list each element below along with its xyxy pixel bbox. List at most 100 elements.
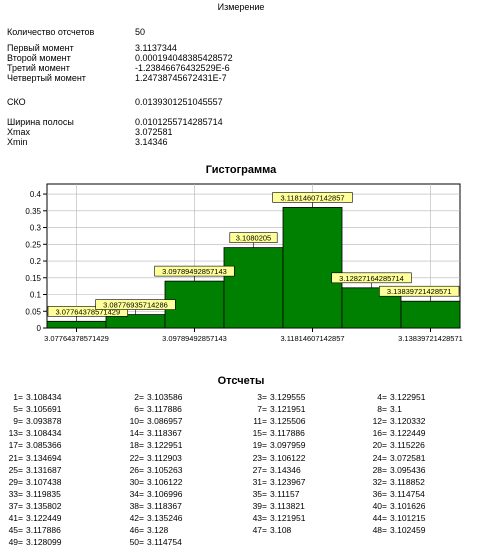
sample-value: 3.114754 [390, 488, 425, 499]
sample-index: 10= [129, 416, 144, 427]
sample-value: 3.123967 [270, 476, 306, 487]
sample-item: 17= 3.085366 [5, 440, 62, 450]
sample-index: 16= [372, 428, 387, 439]
sample-item: 46= 3.128 [126, 525, 169, 536]
sample-index: 29= [8, 476, 23, 487]
sample-item: 37= 3.135802 [5, 500, 62, 511]
stat-label: Xmin [7, 137, 28, 147]
y-tick-label: 0.3 [30, 224, 42, 233]
sample-value: 3.072581 [390, 452, 426, 463]
sample-item: 26= 3.105263 [126, 465, 183, 475]
sample-item: 12= 3.120332 [369, 416, 426, 427]
sample-item: 23= 3.106122 [249, 453, 306, 463]
sample-index: 28= [372, 464, 387, 475]
sample-item: 32= 3.118852 [369, 477, 425, 487]
sample-item: 42= 3.135246 [126, 513, 183, 523]
sample-value: 3.129555 [270, 392, 306, 402]
sample-value: 3.101215 [390, 513, 426, 523]
stat-label: Третий момент [7, 63, 70, 73]
sample-value: 3.107438 [26, 476, 62, 487]
sample-item: 10= 3.086957 [126, 416, 183, 427]
bar-label-box [379, 285, 460, 297]
y-tick-label: 0.35 [25, 207, 41, 216]
sample-value: 3.131687 [26, 464, 62, 475]
sample-item: 47= 3.108 [249, 525, 292, 536]
sample-value: 3.11157 [270, 488, 300, 499]
stat-third-moment: Третий момент -1.23846676432529E-6 [7, 63, 327, 73]
sample-value: 3.118852 [390, 476, 425, 487]
bar-label-box [47, 306, 128, 317]
sample-item: 34= 3.106996 [126, 488, 183, 499]
sample-value: 3.106122 [147, 476, 183, 487]
sample-value: 3.128099 [26, 537, 62, 548]
sample-value: 3.101626 [390, 500, 426, 511]
sample-value: 3.14346 [270, 464, 301, 475]
stat-label: Четвертый момент [7, 73, 86, 83]
sample-value: 3.128 [147, 525, 169, 536]
samples-title: Отсчеты [217, 375, 265, 387]
sample-value: 3.122449 [390, 428, 426, 439]
sample-item: 28= 3.095436 [369, 464, 426, 475]
sample-index: 31= [252, 476, 267, 487]
sample-item: 22= 3.112903 [126, 453, 182, 463]
sample-value: 3.120332 [390, 416, 426, 427]
stat-second-moment: Второй момент 0.000194048385428572 [7, 53, 327, 63]
histogram-chart: 0 0.05 0.1 0.15 0.2 0.25 0.3 0.35 0.4 3.077643785… [25, 183, 463, 343]
stat-label: Первый момент [7, 43, 74, 53]
stat-value: 3.1137344 [135, 43, 177, 53]
sample-index: 47= [252, 525, 267, 536]
sample-item: 38= 3.118367 [126, 501, 182, 511]
sample-value: 3.122951 [147, 440, 183, 451]
sample-index: 7= [257, 404, 267, 415]
sample-index: 27= [252, 464, 267, 475]
sample-index: 45= [8, 525, 23, 536]
sample-item: 9= 3.093878 [5, 416, 61, 426]
histogram-bar [105, 314, 166, 329]
sample-item: 40= 3.101626 [369, 500, 426, 511]
y-tick-label: 0.25 [25, 240, 41, 249]
sample-value: 3.112903 [147, 452, 182, 463]
sample-index: 1= [13, 392, 23, 402]
sample-item: 13= 3.108434 [5, 428, 62, 438]
sample-index: 5= [13, 404, 23, 415]
sample-index: 42= [129, 513, 144, 523]
sample-index: 40= [372, 500, 387, 511]
sample-item: 18= 3.122951 [126, 440, 183, 451]
sample-item: 5= 3.105691 [5, 404, 61, 414]
sample-item: 24= 3.072581 [369, 452, 426, 463]
sample-index: 44= [372, 513, 387, 523]
y-tick-label: 0.2 [30, 257, 42, 266]
sample-item: 1= 3.108434 [5, 392, 61, 402]
bar-label: 3.11814607142857 [280, 193, 344, 202]
stat-xmax: Xmax 3.072581 [7, 127, 327, 137]
sample-item: 33= 3.119835 [5, 489, 61, 499]
sample-item: 2= 3.103586 [126, 392, 182, 402]
histogram-bar [223, 247, 284, 329]
sample-item: 36= 3.114754 [369, 489, 425, 499]
sample-item: 39= 3.113821 [249, 501, 305, 511]
sample-item: 25= 3.131687 [5, 464, 62, 475]
histogram-title: Гистограмма [205, 164, 277, 176]
sample-value: 3.135802 [26, 500, 62, 511]
sample-value: 3.121951 [270, 513, 306, 523]
stat-fourth-moment: Четвертый момент 1.24738745672431E-7 [7, 73, 327, 83]
sample-item: 29= 3.107438 [5, 476, 62, 487]
sample-index: 32= [372, 476, 387, 487]
stat-value: 0.000194048385428572 [135, 53, 233, 63]
sample-index: 50= [129, 537, 144, 548]
bar-label: 3.12827164285714 [339, 274, 404, 283]
sample-index: 35= [252, 488, 267, 499]
sample-index: 34= [129, 488, 144, 499]
bar-label-box [229, 232, 278, 243]
sample-value: 3.114754 [147, 537, 182, 548]
bar-label: 3.08776935714286 [103, 301, 168, 310]
stat-label: Второй момент [7, 53, 71, 63]
sample-item: 27= 3.14346 [249, 465, 301, 475]
sample-index: 15= [252, 428, 267, 439]
sample-index: 11= [253, 416, 267, 427]
sample-item: 7= 3.121951 [249, 404, 305, 414]
sample-value: 3.117886 [26, 525, 61, 536]
sample-item: 6= 3.117886 [126, 404, 182, 414]
stat-label: Количество отсчетов [7, 27, 95, 37]
stat-sample-count: Количество отсчетов 50 [7, 27, 327, 37]
